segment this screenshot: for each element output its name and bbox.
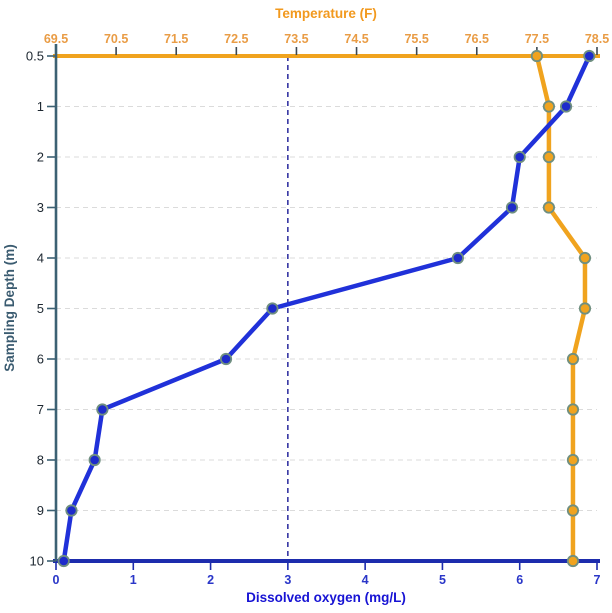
temperature-point: [542, 201, 556, 214]
temperature-point: [530, 49, 543, 63]
top-axis-tick-label: 71.5: [164, 32, 188, 46]
y-axis-tick-label: 9: [37, 503, 44, 518]
top-axis-tick-label: 72.5: [224, 32, 248, 46]
bottom-axis-tick-label: 6: [516, 573, 523, 587]
top-axis-title: Temperature (F): [275, 6, 377, 21]
dissolved-oxygen-point: [96, 403, 109, 416]
bottom-axis-title: Dissolved oxygen (mg/L): [246, 590, 406, 605]
temperature-point: [566, 352, 580, 366]
temperature-point: [542, 100, 556, 113]
temperature-point: [566, 554, 580, 568]
dissolved-oxygen-point: [266, 302, 279, 315]
dissolved-oxygen-point: [65, 504, 78, 517]
dissolved-oxygen-point: [451, 251, 464, 265]
top-axis-tick-label: 76.5: [465, 32, 489, 46]
y-axis-tick-label: 6: [37, 352, 44, 367]
bottom-axis-tick-label: 1: [130, 573, 137, 587]
y-axis-tick-label: 7: [37, 402, 44, 417]
dissolved-oxygen-point: [219, 352, 233, 366]
dissolved-oxygen-point: [559, 100, 573, 113]
temperature-point: [578, 302, 592, 315]
top-axis-tick-label: 78.5: [585, 32, 609, 46]
bottom-axis-tick-label: 4: [362, 573, 369, 587]
bottom-axis-tick-label: 2: [207, 573, 214, 587]
y-axis-tick-label: 10: [30, 554, 44, 569]
dissolved-oxygen-point: [505, 201, 519, 214]
dissolved-oxygen-point: [583, 49, 596, 63]
y-axis-tick-label: 0.5: [26, 49, 44, 64]
top-axis-tick-label: 74.5: [344, 32, 368, 46]
temperature-point: [542, 150, 556, 164]
top-axis-tick-label: 75.5: [404, 32, 428, 46]
bottom-axis-tick-label: 0: [53, 573, 60, 587]
dissolved-oxygen-point: [57, 554, 70, 568]
bottom-axis-tick-label: 7: [594, 573, 601, 587]
top-axis-tick-label: 70.5: [104, 32, 128, 46]
temperature-point: [566, 504, 580, 517]
temperature-point: [566, 453, 580, 467]
y-axis-tick-label: 4: [37, 251, 44, 266]
y-axis-title: Sampling Depth (m): [2, 244, 17, 372]
bottom-axis-tick-label: 5: [439, 573, 446, 587]
dissolved-oxygen-point: [513, 150, 526, 164]
top-axis-tick-label: 73.5: [284, 32, 308, 46]
y-axis-tick-label: 2: [37, 150, 44, 165]
top-axis-tick-label: 77.5: [525, 32, 549, 46]
y-axis-tick-label: 1: [37, 99, 44, 114]
top-axis-tick-label: 69.5: [44, 32, 68, 46]
y-axis-tick-label: 5: [37, 301, 44, 316]
y-axis-tick-label: 8: [37, 453, 44, 468]
dissolved-oxygen-point: [88, 453, 101, 467]
bottom-axis-tick-label: 3: [284, 573, 291, 587]
temperature-point: [566, 403, 580, 416]
temperature-point: [578, 251, 592, 265]
y-axis-tick-label: 3: [37, 200, 44, 215]
chart-render-root: 69.5 70.5 71.5 72.5 73.5 74.5 75.5 76.5 77.5 78.5…: [26, 32, 609, 587]
